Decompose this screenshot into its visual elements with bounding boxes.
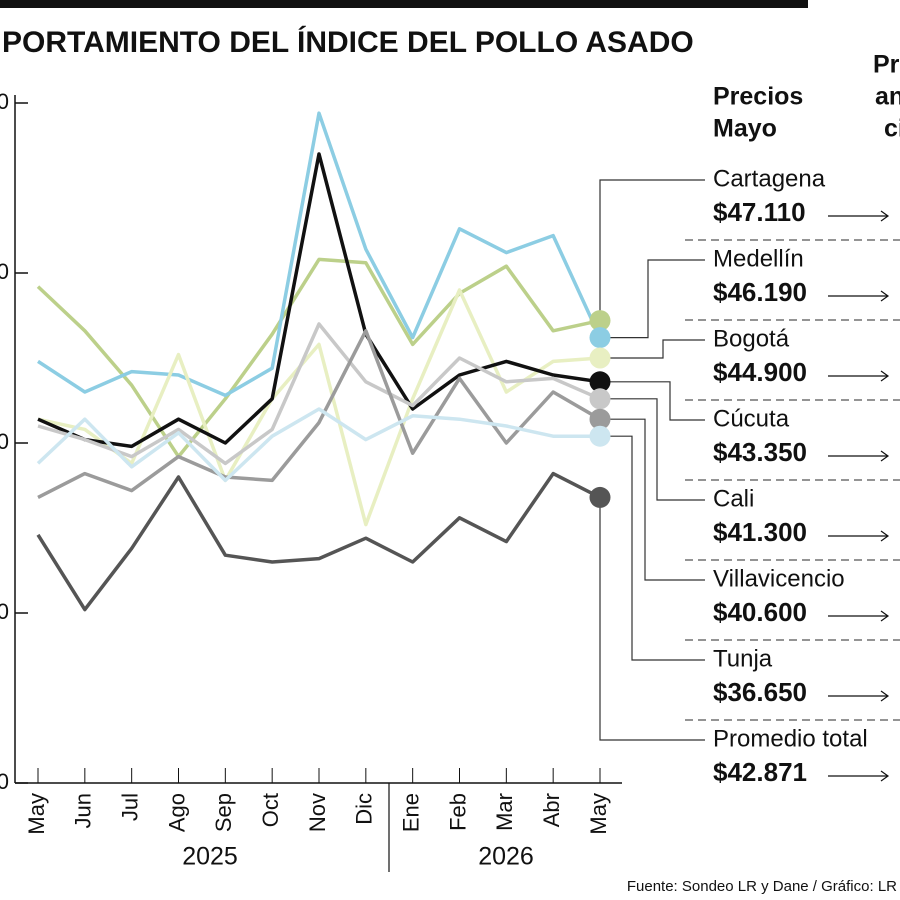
arrow xyxy=(828,610,890,622)
x-tick-label: May xyxy=(586,793,611,835)
cropped-header: an xyxy=(875,83,900,111)
x-tick-label: Feb xyxy=(445,793,470,831)
x-tick-label: Jul xyxy=(117,793,142,821)
connector xyxy=(599,497,705,741)
series-line xyxy=(37,152,601,449)
x-tick-label: Sep xyxy=(211,793,236,832)
y-tick-label: 45.000 xyxy=(0,259,9,284)
x-tick-label: Ene xyxy=(398,793,423,832)
panel-title: Mayo xyxy=(713,115,777,143)
x-tick-label: Dic xyxy=(352,793,377,825)
series-line xyxy=(37,329,601,499)
x-tick-label: Nov xyxy=(305,793,330,832)
cropped-header: ci xyxy=(884,115,900,143)
year-label: 2026 xyxy=(478,843,534,871)
x-tick-label: May xyxy=(24,793,49,835)
price-label: $36.650 xyxy=(713,677,807,707)
legend-label: Cúcuta xyxy=(713,405,790,432)
connector xyxy=(600,339,705,359)
end-dot xyxy=(589,327,611,349)
connector xyxy=(600,259,705,339)
x-tick-label: Abr xyxy=(539,793,564,827)
source: Fuente: Sondeo LR y Dane / Gráfico: LR xyxy=(627,878,897,895)
y-tick-label: 30.000 xyxy=(0,769,9,794)
price-label: $47.110 xyxy=(713,197,806,227)
legend-label: Bogotá xyxy=(713,325,790,352)
y-tick-label: 40.000 xyxy=(0,429,9,454)
connector xyxy=(600,398,705,501)
x-tick-label: Jun xyxy=(71,793,96,828)
series-line xyxy=(36,257,601,459)
legend-label: Tunja xyxy=(713,645,773,672)
chart-title: PORTAMIENTO DEL ÍNDICE DEL POLLO ASADO xyxy=(2,25,694,59)
price-label: $41.300 xyxy=(713,517,807,547)
arrow xyxy=(828,770,890,782)
end-dot xyxy=(589,425,611,447)
arrow xyxy=(828,690,890,702)
legend-label: Cali xyxy=(713,485,754,512)
legend-label: Villavicencio xyxy=(713,565,845,592)
price-label: $46.190 xyxy=(713,277,807,307)
end-dot xyxy=(589,388,611,410)
y-tick-label: 50.000 xyxy=(0,89,9,114)
series-line xyxy=(37,288,601,527)
arrow xyxy=(828,450,890,462)
arrow xyxy=(828,290,890,302)
legend-label: Medellín xyxy=(713,245,804,272)
series-line xyxy=(36,407,600,483)
x-tick-label: Oct xyxy=(258,793,283,827)
price-label: $43.350 xyxy=(713,437,807,467)
price-label: $42.871 xyxy=(713,757,807,787)
arrow xyxy=(828,530,890,542)
arrow xyxy=(828,370,890,382)
end-dot xyxy=(589,371,611,393)
end-dot xyxy=(589,486,611,508)
connector xyxy=(600,381,705,421)
end-dot xyxy=(589,310,611,332)
x-tick-label: Ago xyxy=(164,793,189,832)
arrow xyxy=(828,210,890,222)
connector xyxy=(600,418,705,581)
cropped-header: Pre xyxy=(873,51,900,79)
price-label: $40.600 xyxy=(713,597,807,627)
y-tick-label: 35.000 xyxy=(0,599,9,624)
panel-title: Precios xyxy=(713,83,803,111)
price-label: $44.900 xyxy=(713,357,807,387)
legend-label: Cartagena xyxy=(713,165,826,192)
legend-label: Promedio total xyxy=(713,725,868,752)
end-dot xyxy=(589,347,611,369)
x-tick-label: Mar xyxy=(492,793,517,831)
connector xyxy=(600,435,705,661)
series-line xyxy=(36,471,601,612)
year-label: 2025 xyxy=(182,843,238,871)
connector xyxy=(599,179,705,321)
series-line xyxy=(37,322,601,466)
end-dot xyxy=(589,408,611,430)
top-bar xyxy=(0,0,808,8)
series-line xyxy=(37,111,602,398)
